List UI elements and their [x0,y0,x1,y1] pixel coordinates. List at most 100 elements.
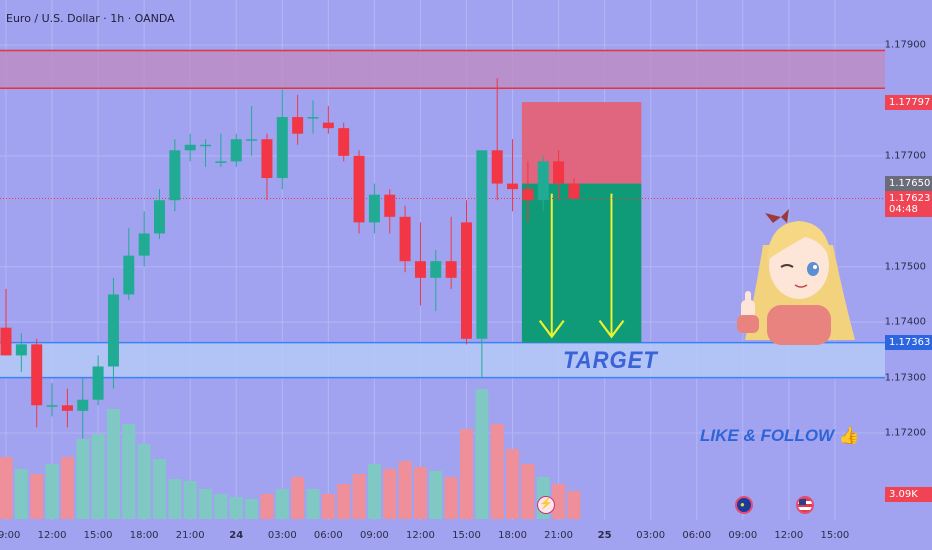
price-badge-value: 1.17363 [889,337,931,349]
time-tick-label: 15:00 [452,530,481,541]
time-tick-label: 09:00 [728,530,758,541]
price-badge-value: 1.17797 [889,96,931,108]
volume-bar [398,461,412,519]
volume-bar [106,409,120,519]
candle-body [353,155,365,223]
candle-body [77,399,89,411]
volume-bar [0,457,13,519]
candle-body [384,194,396,217]
volume-bar [214,494,228,519]
price-badge-value: 1.17650 [889,178,931,190]
candle-body [46,405,58,407]
time-axis[interactable]: 09:00 12:00 15:00 18:00 21:00 24 03:00 06:00 09:… [0,522,885,550]
candle-body [445,261,457,278]
candle-body [15,344,27,356]
time-tick-label: 18:00 [129,530,159,541]
time-tick-label: 18:00 [498,530,527,541]
price-tick-label: 1.17700 [884,150,926,162]
support-zone [0,342,885,378]
candle-body [491,150,503,184]
time-tick-label: 15:00 [83,530,113,541]
like-follow-label: LIKE & FOLLOW [700,426,835,445]
candle-body [338,128,350,156]
candle-body [107,294,119,367]
candle-body [368,194,380,223]
time-tick-label: 03:00 [636,530,666,541]
take-profit-box [521,183,642,343]
volume-bar [260,494,274,519]
candle-body [522,189,534,201]
candle-body [169,150,181,201]
price-badge: 1.17797 [885,94,932,110]
thumbs-up-icon: 👍 [838,426,860,445]
volume-bar [199,489,213,519]
candle-body [215,161,227,163]
price-tick-label: 1.17200 [884,427,926,439]
candle-body [461,222,472,339]
anime-mascot-icon [737,209,855,345]
countdown-timer: 04:48 [889,204,918,216]
candle-body [230,139,242,162]
volume-bar [291,477,305,519]
volume-bar [76,439,90,519]
volume-bar [153,459,166,519]
volume-bar [337,484,351,519]
lightning-alert-icon[interactable]: ⚡ [537,496,555,514]
volume-bar [306,489,320,519]
volume-bar [444,477,458,519]
time-tick-label: 06:00 [682,530,712,541]
candle-body [261,139,273,179]
volume-bar [122,424,136,519]
volume-badge: 3.09K [885,487,932,502]
volume-bar [14,469,28,519]
candle-body [200,144,212,147]
price-tick-label: 1.17900 [884,39,926,51]
price-tick-label: 1.17400 [884,316,926,328]
time-tick-label: 25 [597,530,612,541]
like-follow-text: LIKE & FOLLOW 👍 [700,426,860,446]
target-label: TARGET [563,347,658,374]
volume-bar [367,464,381,519]
candle-body [537,161,549,201]
candle-body [61,405,73,411]
volume-bar [275,489,289,519]
resistance-zone [0,50,885,89]
volume-bar [352,474,366,519]
time-tick-label: 12:00 [774,530,804,541]
down-arrow-head [538,319,565,339]
price-tick-label: 1.17500 [884,261,926,273]
candle-body [507,183,519,190]
us-flag-event-icon[interactable] [796,496,814,514]
candle-body [123,255,135,295]
volume-bar [506,449,520,519]
candle-body [553,161,565,184]
volume-bar [45,464,59,519]
volume-bar [245,499,259,519]
symbol-title[interactable]: Euro / U.S. Dollar · 1h · OANDA [6,12,175,25]
time-tick-label: 12:00 [37,530,67,541]
time-tick-label: 03:00 [267,530,297,541]
volume-bar [552,484,566,519]
candle-body [414,261,426,278]
volume-bar [30,474,44,519]
time-tick-label: 21:00 [544,530,574,541]
eu-flag-event-icon[interactable] [735,496,753,514]
volume-bar [429,471,443,519]
candle-body [0,327,12,356]
volume-bar [137,444,151,519]
candle-body [92,366,104,400]
volume-bar [490,424,504,519]
volume-bar [475,389,489,519]
price-tick-label: 1.17300 [884,372,926,384]
volume-bar [460,429,473,519]
candle-body [476,150,488,339]
time-tick-label: 21:00 [175,530,205,541]
price-axis[interactable]: 1.17900 1.17700 1.17500 1.17400 1.17300 1.172… [885,0,932,520]
time-tick-label: 15:00 [820,530,850,541]
candle-body [276,117,288,179]
candle-body [292,117,304,134]
candle-body [138,233,150,256]
time-tick-label: 09:00 [359,530,389,541]
candle-body [246,139,258,141]
price-badge-value: 1.17623 [889,193,931,205]
